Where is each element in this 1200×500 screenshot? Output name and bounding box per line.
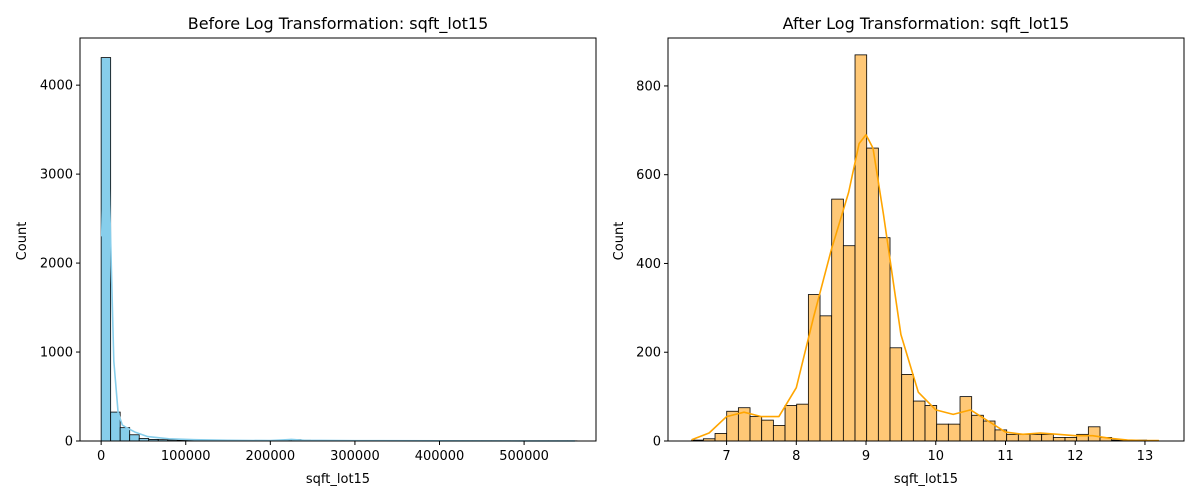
histogram-bar [912,400,926,442]
x-axis-label: sqft_lot15 [894,472,958,487]
y-tick-label: 800 [636,79,661,94]
chart-before-log: Before Log Transformation: sqft_lot15 sq… [15,14,597,487]
histogram-bar [877,237,891,442]
x-tick-label: 12 [1067,449,1084,464]
y-axis-label: Count [612,222,627,261]
x-tick-label: 100000 [161,449,211,464]
histogram-bar [1052,437,1066,442]
x-tick-label: 300000 [330,449,380,464]
x-axis-ticks: 7 8 9 10 11 12 13 [722,441,1153,464]
histogram-bar [866,147,879,442]
histogram-bar [772,425,786,442]
y-axis-ticks: 0 200 400 600 800 [636,79,668,450]
y-tick-label: 2000 [40,257,73,272]
y-tick-label: 0 [65,435,73,450]
histogram-bar [1006,433,1019,442]
histogram-bar [119,427,131,442]
histogram-bar [129,434,140,442]
y-tick-label: 200 [636,346,661,361]
histogram-bar [842,245,856,442]
y-tick-label: 4000 [40,79,73,94]
histogram-bar [714,433,728,442]
histogram-bar [784,405,798,442]
histogram-bar [889,347,903,442]
kde-curve-group [691,134,1159,442]
histogram-bar [761,419,774,442]
plot-frame [79,37,597,442]
histogram-bars [691,54,1159,442]
x-tick-label: 7 [722,449,730,464]
y-tick-label: 3000 [40,168,73,183]
y-tick-label: 600 [636,168,661,183]
y-tick-label: 0 [653,435,661,450]
x-tick-label: 13 [1137,449,1154,464]
x-tick-label: 10 [927,449,944,464]
kde-curve-group [100,68,575,442]
histogram-bar [831,198,844,442]
histogram-bar [796,403,809,442]
histogram-bar [901,374,914,442]
histogram-bar [1017,433,1031,442]
x-tick-label: 0 [97,449,105,464]
histogram-bars [100,57,578,442]
histogram-bar [959,396,973,442]
histogram-bar [854,54,868,442]
y-tick-label: 400 [636,257,661,272]
histogram-bar [1064,437,1078,442]
histogram-bar [971,414,984,442]
chart-after-log: After Log Transformation: sqft_lot15 sqf… [612,14,1185,487]
y-axis-label: Count [15,222,30,261]
histogram-bar [947,423,961,442]
histogram-bar [749,416,763,442]
histogram-bar [924,405,938,442]
x-tick-label: 11 [997,449,1014,464]
kde-curve [691,134,1159,442]
y-axis-ticks: 0 1000 2000 3000 4000 [40,79,80,450]
histogram-bar [1029,433,1043,442]
x-tick-label: 400000 [415,449,465,464]
chart-title: After Log Transformation: sqft_lot15 [783,14,1070,34]
x-tick-label: 200000 [246,449,296,464]
histogram-bar [1087,426,1101,442]
histogram-bar [819,315,833,442]
chart-title: Before Log Transformation: sqft_lot15 [188,14,489,34]
histogram-bar [100,57,112,442]
histogram-bar [936,423,949,442]
y-tick-label: 1000 [40,346,73,361]
x-axis-label: sqft_lot15 [306,472,370,487]
histogram-bar [1041,433,1054,442]
kde-curve [100,68,575,442]
plot-frame [667,37,1185,442]
x-tick-label: 500000 [499,449,549,464]
x-tick-label: 8 [792,449,800,464]
x-axis-ticks: 0 100000 200000 300000 400000 500000 [97,441,549,464]
x-tick-label: 9 [862,449,870,464]
